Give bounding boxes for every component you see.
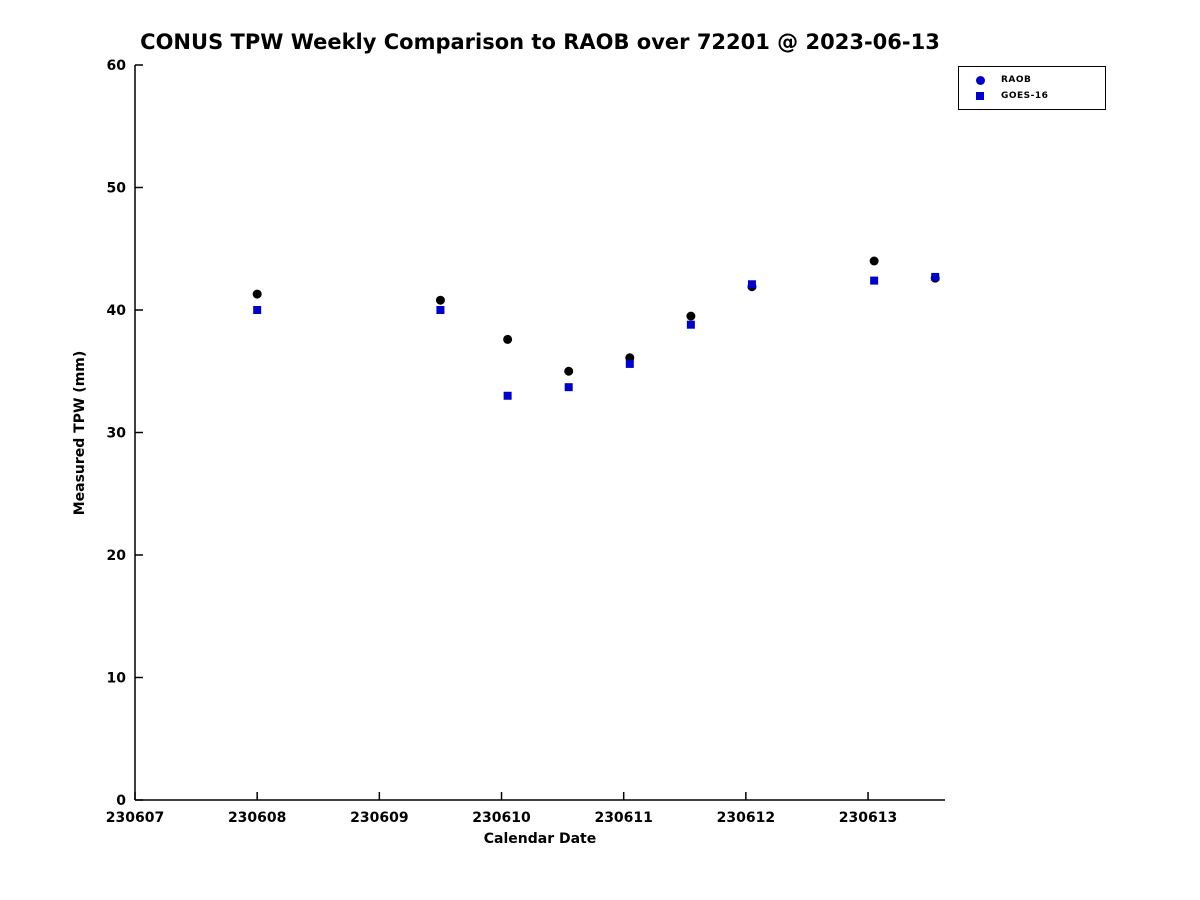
y-tick-label: 10 (107, 671, 127, 687)
data-point-goes-16 (436, 306, 445, 314)
data-point-raob (686, 311, 696, 321)
data-point-goes-16 (625, 359, 634, 368)
data-point-raob (503, 334, 513, 344)
data-point-goes-16 (747, 280, 756, 289)
legend-entry: RAOB (959, 72, 1105, 88)
x-axis-label: Calendar Date (483, 831, 597, 847)
data-point-goes-16 (870, 276, 879, 285)
y-tick-label: 0 (116, 793, 126, 809)
x-tick-label: 230607 (106, 810, 164, 826)
x-tick-label: 230611 (594, 810, 652, 826)
y-tick-label: 20 (107, 548, 127, 564)
x-tick-label: 230610 (472, 810, 531, 826)
legend-square-icon (959, 92, 1001, 100)
x-tick-label: 230612 (717, 810, 775, 826)
y-axis-label: Measured TPW (mm) (72, 350, 88, 516)
data-point-raob (435, 295, 445, 305)
circle-marker-icon (975, 75, 985, 85)
legend-label: GOES-16 (1001, 91, 1049, 101)
y-tick-label: 40 (107, 303, 127, 319)
x-tick-label: 230609 (350, 810, 408, 826)
legend-label: RAOB (1001, 75, 1032, 85)
legend-entry: GOES-16 (959, 88, 1105, 104)
y-tick-label: 60 (107, 58, 127, 74)
data-point-goes-16 (253, 306, 262, 314)
data-point-goes-16 (686, 320, 695, 329)
x-tick-label: 230613 (839, 810, 897, 826)
data-point-goes-16 (931, 272, 940, 281)
data-point-raob (869, 256, 879, 266)
data-point-raob (564, 366, 574, 376)
data-point-goes-16 (564, 383, 573, 392)
x-tick-label: 230608 (228, 810, 286, 826)
data-point-goes-16 (503, 391, 512, 400)
data-point-raob (252, 289, 262, 299)
chart-title: CONUS TPW Weekly Comparison to RAOB over… (140, 30, 940, 54)
legend: RAOB GOES-16 (958, 66, 1106, 110)
y-tick-label: 50 (107, 181, 127, 197)
y-tick-label: 30 (107, 426, 127, 442)
legend-circle-icon (959, 75, 1001, 85)
square-marker-icon (976, 92, 984, 100)
